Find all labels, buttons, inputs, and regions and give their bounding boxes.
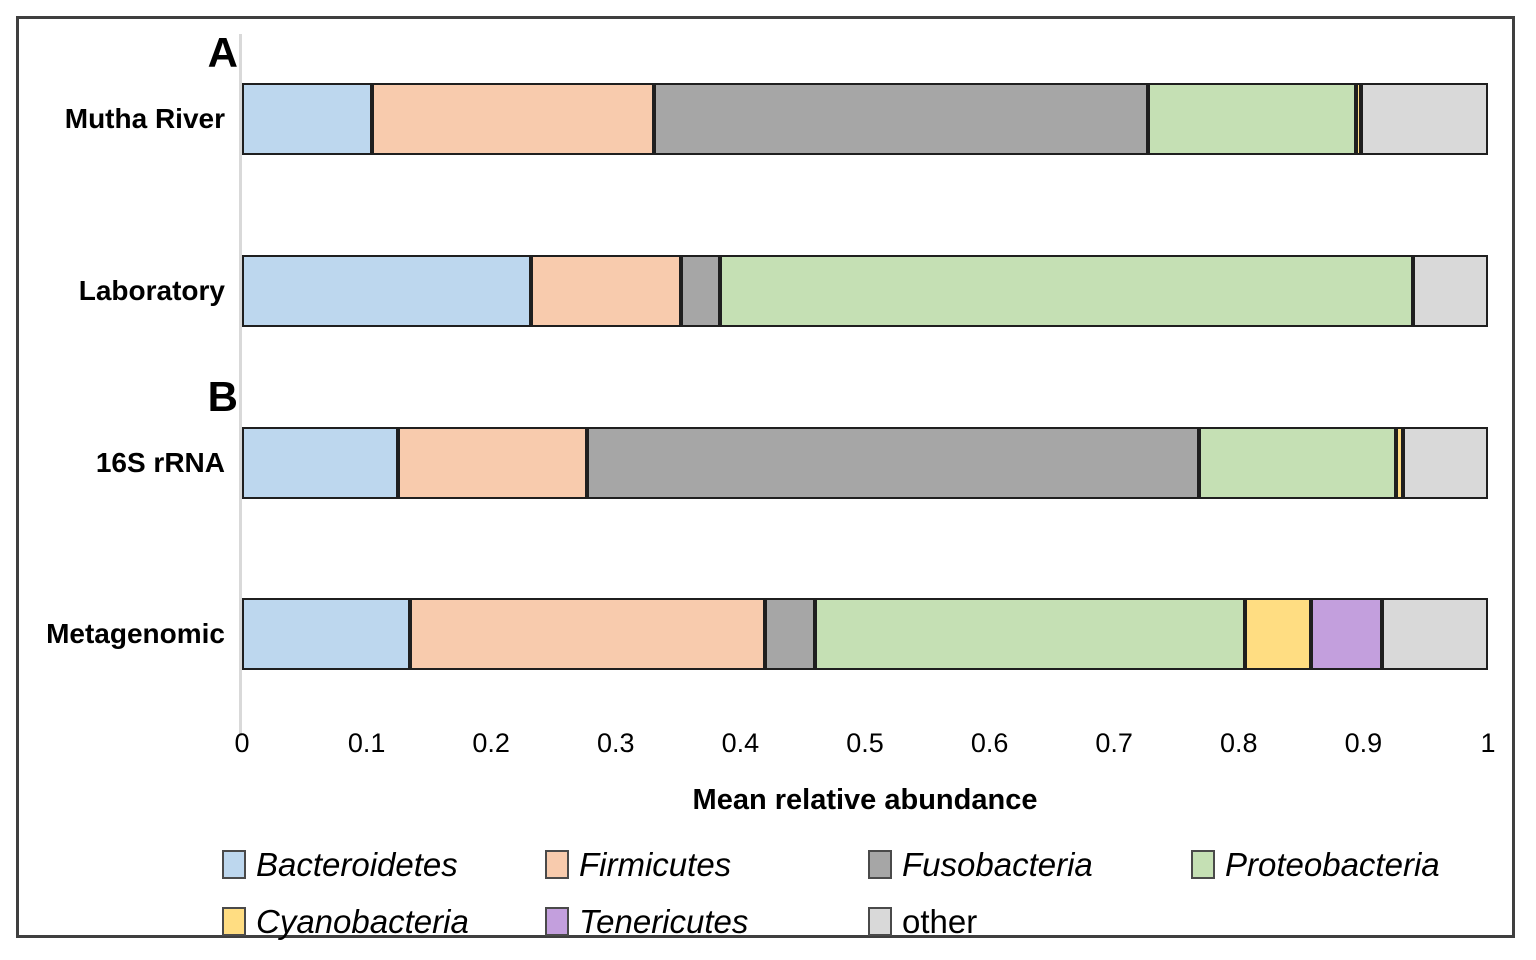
legend-label: Tenericutes [579, 902, 749, 940]
legend-label: other [902, 902, 978, 940]
legend-swatch-icon [545, 907, 569, 936]
bar-track [242, 598, 1488, 670]
panel-label-b: B [207, 373, 238, 420]
legend-swatch-icon [1191, 850, 1215, 879]
category-label: Laboratory [78, 275, 225, 306]
segment-fusobacteria [680, 255, 721, 327]
segment-firmicutes [410, 598, 766, 670]
x-tick-label: 0.6 [970, 728, 1009, 758]
segment-cyanobacteria [1245, 598, 1312, 670]
segment-other [1382, 598, 1488, 670]
x-tick-label: 0 [234, 728, 250, 758]
segment-bacteroidetes [242, 427, 398, 499]
legend-label: Bacteroidetes [256, 845, 458, 883]
bar-track [242, 255, 1488, 327]
x-tick-label: 0.3 [597, 728, 635, 758]
legend-swatch-icon [222, 850, 246, 879]
legend: Bacteroidetes Firmicutes Fusobacteria Prote… [222, 836, 1514, 950]
segment-bacteroidetes [242, 598, 411, 670]
x-tick-label: 0.4 [721, 728, 760, 758]
category-label: 16S rRNA [95, 447, 225, 478]
x-tick-label: 0.7 [1095, 728, 1133, 758]
x-tick-label: 1 [1480, 728, 1496, 758]
y-axis-line [239, 34, 242, 736]
x-axis-ticks: 0 0.1 0.2 0.3 0.4 0.5 0.6 0.7 0.8 0.9 1 [234, 728, 1495, 762]
legend-swatch-icon [222, 907, 246, 936]
legend-item-tenericutes: Tenericutes [545, 902, 868, 940]
x-tick-label: 0.5 [846, 728, 884, 758]
legend-item-other: other [868, 902, 1191, 940]
segment-other [1403, 427, 1488, 499]
legend-label: Fusobacteria [902, 845, 1093, 883]
segment-proteobacteria [1147, 83, 1356, 155]
category-label: Metagenomic [46, 618, 225, 649]
segment-other [1413, 255, 1488, 327]
segment-fusobacteria [587, 427, 1199, 499]
x-tick-label: 0.1 [347, 728, 386, 758]
x-tick-label: 0.2 [472, 728, 510, 758]
segment-other [1360, 83, 1488, 155]
legend-swatch-icon [868, 850, 892, 879]
legend-swatch-icon [545, 850, 569, 879]
segment-proteobacteria [1198, 427, 1396, 499]
segment-firmicutes [531, 255, 681, 327]
panel-label-a: A [207, 29, 238, 76]
legend-item-cyanobacteria: Cyanobacteria [222, 902, 545, 940]
legend-item-firmicutes: Firmicutes [545, 845, 868, 883]
x-tick-label: 0.8 [1220, 728, 1258, 758]
segment-bacteroidetes [242, 83, 372, 155]
legend-item-proteobacteria: Proteobacteria [1191, 845, 1514, 883]
segment-firmicutes [397, 427, 588, 499]
segment-cyanobacteria [1395, 427, 1404, 499]
segment-bacteroidetes [242, 255, 532, 327]
x-tick-label: 0.9 [1344, 728, 1383, 758]
segment-fusobacteria [765, 598, 816, 670]
bar-track [242, 427, 1488, 499]
segment-fusobacteria [654, 83, 1148, 155]
legend-label: Proteobacteria [1225, 845, 1440, 883]
x-axis-title: Mean relative abundance [692, 784, 1038, 816]
segment-cyanobacteria [1355, 83, 1361, 155]
category-label: Mutha River [64, 103, 225, 134]
legend-item-bacteroidetes: Bacteroidetes [222, 845, 545, 883]
segment-firmicutes [371, 83, 655, 155]
legend-label: Firmicutes [579, 845, 732, 883]
segment-tenericutes [1311, 598, 1383, 670]
bar-track [242, 83, 1488, 155]
legend-item-fusobacteria: Fusobacteria [868, 845, 1191, 883]
segment-proteobacteria [720, 255, 1414, 327]
segment-proteobacteria [815, 598, 1245, 670]
legend-swatch-icon [868, 907, 892, 936]
legend-label: Cyanobacteria [256, 902, 469, 940]
